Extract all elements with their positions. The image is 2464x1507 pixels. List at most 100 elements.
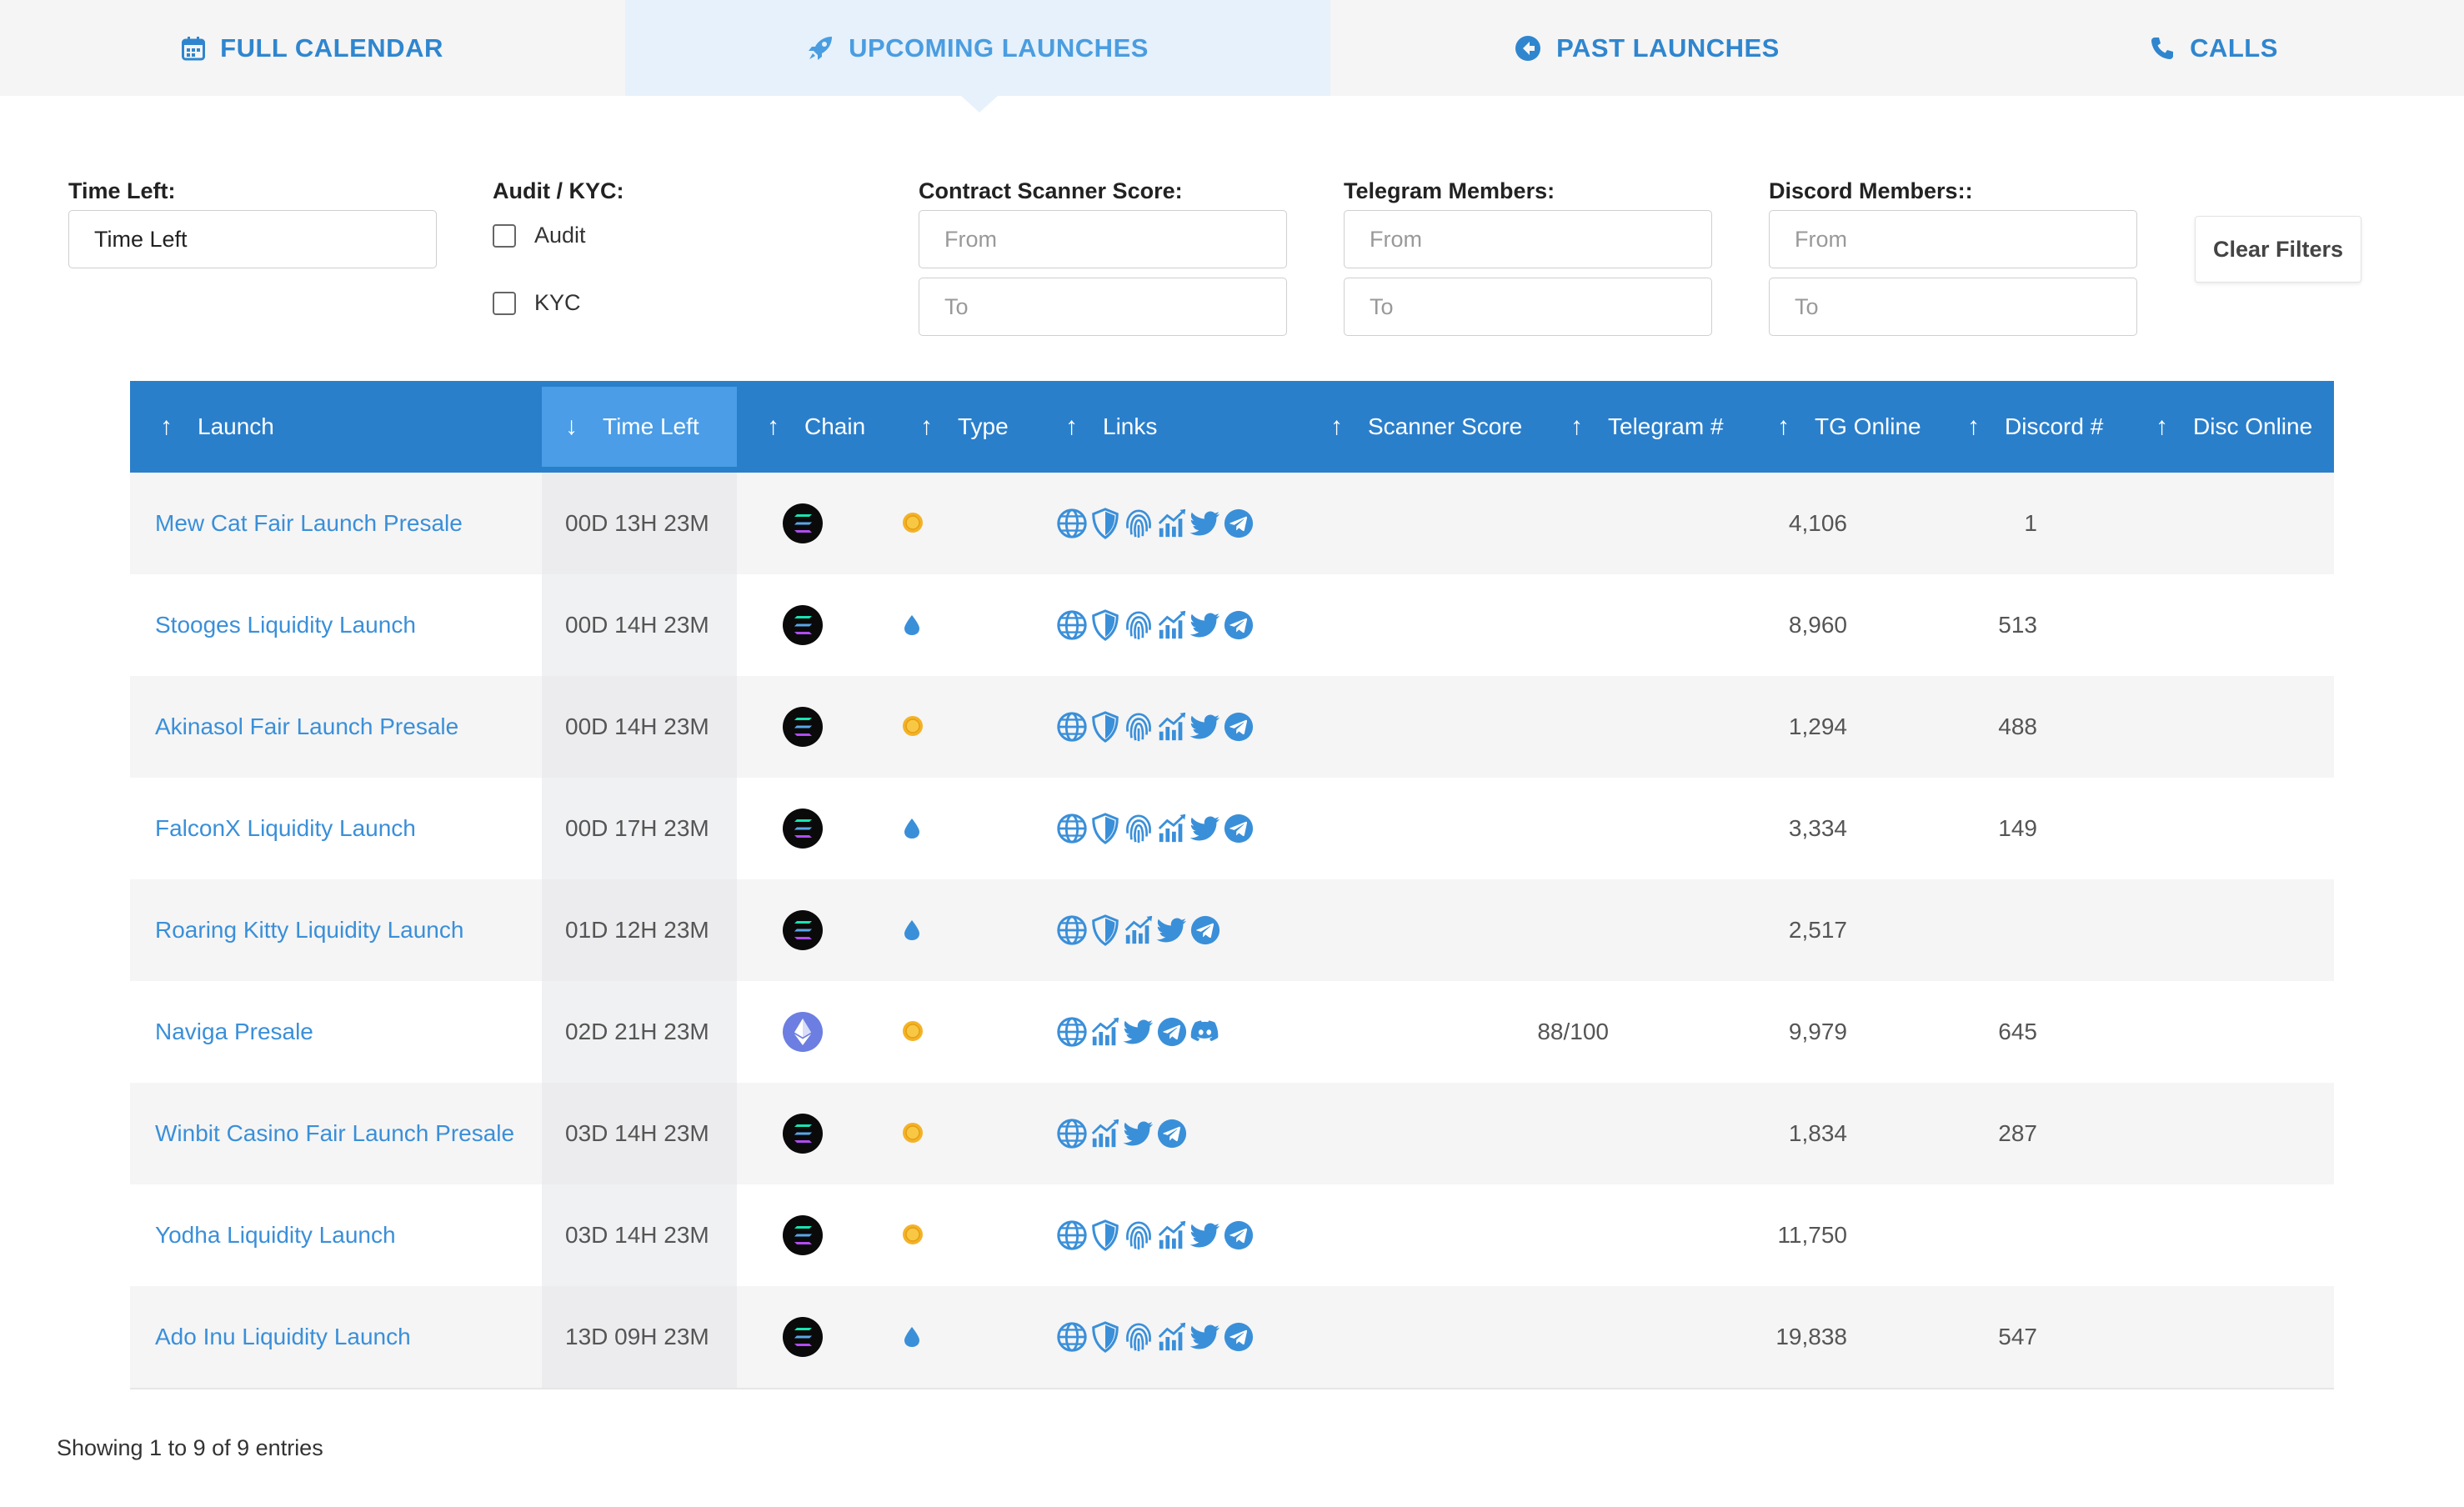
launch-name-link[interactable]: Yodha Liquidity Launch (155, 1222, 396, 1248)
telegram-link[interactable] (1155, 1117, 1189, 1150)
scanner-score-from-input[interactable] (919, 210, 1287, 268)
chart-link[interactable] (1155, 507, 1189, 540)
chart-link[interactable] (1155, 1320, 1189, 1354)
column-header-disc-online[interactable]: ↑ Disc Online (2156, 381, 2334, 473)
table-row[interactable]: Stooges Liquidity Launch 00D 14H 23M 8,960… (130, 574, 2334, 676)
chart-link[interactable] (1155, 710, 1189, 743)
twitter-link[interactable] (1189, 812, 1222, 845)
twitter-link[interactable] (1189, 1219, 1222, 1252)
twitter-link[interactable] (1122, 1015, 1155, 1049)
column-header-discord[interactable]: ↑ Discord # (1967, 381, 2134, 473)
twitter-link[interactable] (1155, 914, 1189, 947)
launch-name-link[interactable]: Mew Cat Fair Launch Presale (155, 510, 463, 536)
fingerprint-link[interactable] (1122, 608, 1155, 642)
telegram-link[interactable] (1155, 1015, 1189, 1049)
fingerprint-link[interactable] (1122, 710, 1155, 743)
shield-link[interactable] (1089, 1320, 1122, 1354)
shield-link[interactable] (1089, 608, 1122, 642)
chart-link[interactable] (1155, 812, 1189, 845)
globe-link[interactable] (1055, 812, 1089, 845)
tab-past-launches[interactable]: PAST LAUNCHES (1330, 0, 1964, 96)
telegram-members-from-input[interactable] (1344, 210, 1712, 268)
launch-name-link[interactable]: Akinasol Fair Launch Presale (155, 713, 459, 739)
audit-checkbox[interactable] (493, 223, 516, 248)
column-header-scanner-score[interactable]: ↑ Scanner Score (1330, 381, 1572, 473)
globe-link[interactable] (1055, 710, 1089, 743)
globe-link[interactable] (1055, 1219, 1089, 1252)
telegram-link[interactable] (1189, 914, 1222, 947)
clear-filters-button[interactable]: Clear Filters (2195, 216, 2361, 283)
link-icons (1055, 1219, 1255, 1252)
scanner-score-to-input[interactable] (919, 278, 1287, 336)
twitter-link[interactable] (1189, 507, 1222, 540)
time-left-input[interactable] (68, 210, 437, 268)
launch-name-link[interactable]: Winbit Casino Fair Launch Presale (155, 1120, 515, 1146)
launch-name-link[interactable]: Stooges Liquidity Launch (155, 612, 416, 638)
globe-link[interactable] (1055, 507, 1089, 540)
twitter-link[interactable] (1189, 608, 1222, 642)
chart-link[interactable] (1155, 1219, 1189, 1252)
fingerprint-link[interactable] (1122, 812, 1155, 845)
twitter-link[interactable] (1189, 1320, 1222, 1354)
tab-full-calendar[interactable]: FULL CALENDAR (0, 0, 625, 96)
discord-members-from-input[interactable] (1769, 210, 2137, 268)
telegram-link[interactable] (1222, 507, 1255, 540)
chart-link[interactable] (1089, 1015, 1122, 1049)
table-row[interactable]: Roaring Kitty Liquidity Launch 01D 12H 23… (130, 879, 2334, 981)
shield-link[interactable] (1089, 507, 1122, 540)
launch-name-link[interactable]: Ado Inu Liquidity Launch (155, 1324, 411, 1349)
table-row[interactable]: Akinasol Fair Launch Presale 00D 14H 23M 1… (130, 676, 2334, 778)
twitter-link[interactable] (1122, 1117, 1155, 1150)
telegram-link[interactable] (1222, 710, 1255, 743)
launch-name-link[interactable]: FalconX Liquidity Launch (155, 815, 416, 841)
column-header-chain[interactable]: ↑ Chain (767, 381, 900, 473)
telegram-link[interactable] (1222, 1219, 1255, 1252)
telegram-members-to-input[interactable] (1344, 278, 1712, 336)
column-header-time-left[interactable]: ↓ Time Left (542, 387, 737, 467)
fingerprint-link[interactable] (1122, 1219, 1155, 1252)
table-row[interactable]: Naviga Presale 02D 21H 23M 88/100 9,979 645 (130, 981, 2334, 1083)
kyc-checkbox[interactable] (493, 291, 516, 315)
discord-members-to-input[interactable] (1769, 278, 2137, 336)
telegram-link[interactable] (1222, 608, 1255, 642)
table-row[interactable]: FalconX Liquidity Launch 00D 17H 23M 3,334… (130, 778, 2334, 879)
shield-link[interactable] (1089, 710, 1122, 743)
globe-link[interactable] (1055, 1320, 1089, 1354)
audit-checkbox-row[interactable]: Audit (493, 223, 586, 248)
fingerprint-icon (1126, 713, 1151, 742)
shield-link[interactable] (1089, 1219, 1122, 1252)
launch-name-link[interactable]: Roaring Kitty Liquidity Launch (155, 917, 464, 943)
globe-link[interactable] (1055, 1117, 1089, 1150)
globe-link[interactable] (1055, 608, 1089, 642)
fingerprint-link[interactable] (1122, 507, 1155, 540)
time-left-cell: 00D 14H 23M (542, 676, 737, 778)
table-row[interactable]: Winbit Casino Fair Launch Presale 03D 14H… (130, 1083, 2334, 1184)
chart-link[interactable] (1089, 1117, 1122, 1150)
column-header-label: Chain (804, 413, 866, 439)
telegram-link[interactable] (1222, 812, 1255, 845)
telegram-link[interactable] (1222, 1320, 1255, 1354)
table-row[interactable]: Yodha Liquidity Launch 03D 14H 23M 11,750 (130, 1184, 2334, 1286)
kyc-checkbox-row[interactable]: KYC (493, 290, 581, 316)
column-header-type[interactable]: ↑ Type (920, 381, 1045, 473)
column-header-launch[interactable]: ↑ Launch (160, 381, 493, 473)
tab-calls[interactable]: CALLS (1964, 0, 2464, 96)
column-header-links[interactable]: ↑ Links (1065, 381, 1232, 473)
fingerprint-link[interactable] (1122, 1320, 1155, 1354)
launch-name-link[interactable]: Naviga Presale (155, 1019, 313, 1044)
tab-upcoming-launches[interactable]: UPCOMING LAUNCHES (625, 0, 1330, 96)
shield-link[interactable] (1089, 914, 1122, 947)
globe-link[interactable] (1055, 914, 1089, 947)
discord-link[interactable] (1189, 1015, 1222, 1049)
globe-link[interactable] (1055, 1015, 1089, 1049)
column-header-telegram[interactable]: ↑ Telegram # (1570, 381, 1762, 473)
column-header-tg-online[interactable]: ↑ TG Online (1777, 381, 1944, 473)
chart-link[interactable] (1155, 608, 1189, 642)
twitter-link[interactable] (1189, 710, 1222, 743)
chart-link[interactable] (1122, 914, 1155, 947)
arrow-circle-left-icon (1515, 35, 1541, 61)
globe-icon (1057, 1119, 1087, 1149)
table-row[interactable]: Mew Cat Fair Launch Presale 00D 13H 23M 4,… (130, 473, 2334, 574)
table-row[interactable]: Ado Inu Liquidity Launch 13D 09H 23M 19,83… (130, 1286, 2334, 1389)
shield-link[interactable] (1089, 812, 1122, 845)
